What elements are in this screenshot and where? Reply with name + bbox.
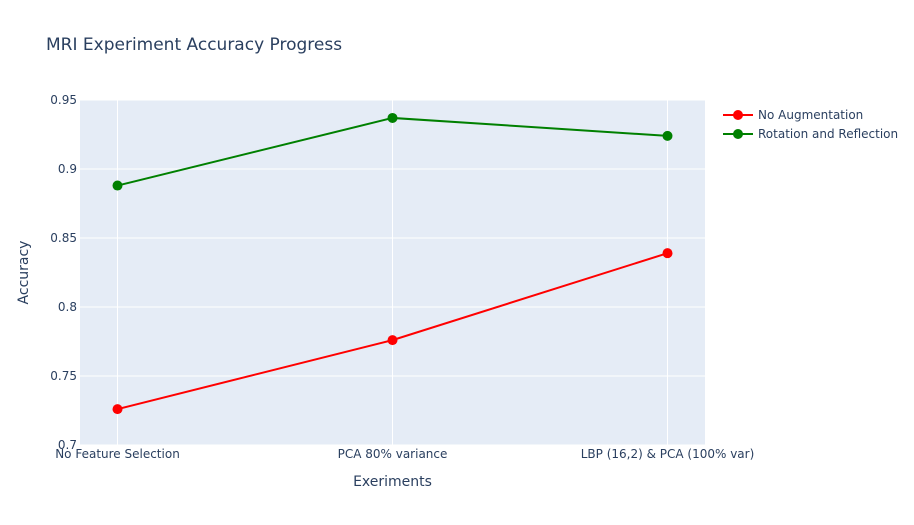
data-point[interactable] [387, 335, 398, 346]
y-tick-label: 0.75 [50, 369, 77, 383]
x-tick-label: LBP (16,2) & PCA (100% var) [581, 447, 755, 461]
y-tick-label: 0.9 [58, 162, 77, 176]
series-0 [112, 248, 673, 415]
x-tick-label: No Feature Selection [55, 447, 180, 461]
series-1 [112, 112, 673, 191]
series-group [112, 112, 673, 415]
x-axis-ticks: No Feature Selection PCA 80% variance LBP … [55, 447, 754, 461]
y-axis-title: Accuracy [16, 241, 32, 305]
y-tick-label: 0.85 [50, 231, 77, 245]
legend-label: No Augmentation [758, 108, 863, 122]
legend-marker [733, 129, 743, 139]
x-tick-label: PCA 80% variance [338, 447, 448, 461]
data-point[interactable] [662, 130, 673, 141]
legend-item[interactable]: Rotation and Reflection [723, 127, 898, 141]
legend-label: Rotation and Reflection [758, 127, 898, 141]
y-axis-ticks: 0.7 0.75 0.8 0.85 0.9 0.95 [50, 93, 77, 452]
grid-lines [80, 99, 705, 446]
data-point[interactable] [112, 404, 123, 415]
legend[interactable]: No Augmentation Rotation and Reflection [723, 108, 898, 141]
legend-marker [733, 110, 743, 120]
data-point[interactable] [662, 248, 673, 259]
data-point[interactable] [387, 112, 398, 123]
legend-item[interactable]: No Augmentation [723, 108, 863, 122]
y-tick-label: 0.8 [58, 300, 77, 314]
data-point[interactable] [112, 180, 123, 191]
x-axis-title: Exeriments [353, 474, 432, 490]
chart-title: MRI Experiment Accuracy Progress [46, 35, 342, 55]
y-tick-label: 0.95 [50, 93, 77, 107]
y-tick-label: 0.7 [58, 438, 77, 452]
